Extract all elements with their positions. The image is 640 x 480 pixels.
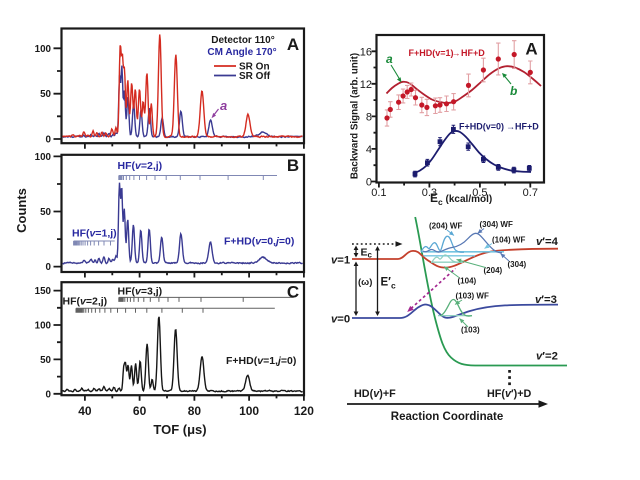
svg-text:50: 50 xyxy=(40,207,51,218)
svg-text:(204) WF: (204) WF xyxy=(429,222,462,231)
svg-text:Detector 110°: Detector 110° xyxy=(211,35,274,46)
svg-text:HF+D: HF+D xyxy=(461,48,485,58)
svg-text:50: 50 xyxy=(40,89,51,100)
svg-text:SR On: SR On xyxy=(239,62,270,73)
svg-text:100: 100 xyxy=(239,404,259,418)
svg-text:0: 0 xyxy=(46,135,52,146)
svg-text:0.1: 0.1 xyxy=(371,187,386,199)
svg-text:50: 50 xyxy=(40,355,51,366)
svg-text:100: 100 xyxy=(35,44,52,55)
svg-text:a: a xyxy=(220,98,227,113)
svg-text:16: 16 xyxy=(360,46,372,58)
svg-text:F+HD(v=0): F+HD(v=0) xyxy=(459,122,504,132)
svg-text:TOF (μs): TOF (μs) xyxy=(153,422,206,437)
svg-text:HF(v=2,j): HF(v=2,j) xyxy=(118,160,163,172)
svg-text:0: 0 xyxy=(46,389,52,400)
svg-text:b: b xyxy=(510,84,517,98)
svg-text:0: 0 xyxy=(46,262,52,273)
svg-text:→: → xyxy=(506,122,515,132)
svg-text:120: 120 xyxy=(294,404,314,418)
svg-text:v′=3: v′=3 xyxy=(535,294,557,306)
svg-text:0.5: 0.5 xyxy=(472,187,487,199)
svg-text:HF(v=1,j): HF(v=1,j) xyxy=(72,228,117,240)
svg-text:100: 100 xyxy=(35,321,52,332)
svg-text:100: 100 xyxy=(35,152,52,163)
svg-text:0: 0 xyxy=(366,177,372,189)
svg-text:SR Off: SR Off xyxy=(239,71,271,82)
svg-text:v′=4: v′=4 xyxy=(536,236,559,248)
svg-text:HF(v=2,j): HF(v=2,j) xyxy=(63,296,108,308)
svg-text:F+HD(v=1,j=0): F+HD(v=1,j=0) xyxy=(226,355,296,367)
svg-text:(304) WF: (304) WF xyxy=(480,220,513,229)
svg-text:12: 12 xyxy=(360,79,372,91)
svg-text:v′=2: v′=2 xyxy=(536,351,558,363)
svg-text:A: A xyxy=(525,40,537,59)
svg-text:4: 4 xyxy=(366,144,372,156)
svg-text:(103) WF: (103) WF xyxy=(456,292,489,301)
svg-text:HF(v=3,j): HF(v=3,j) xyxy=(118,286,163,298)
svg-text:(104): (104) xyxy=(458,277,477,286)
svg-text:(304): (304) xyxy=(508,260,527,269)
svg-text:0.7: 0.7 xyxy=(523,187,538,199)
svg-text:60: 60 xyxy=(133,404,147,418)
svg-text:v=0: v=0 xyxy=(331,314,350,326)
svg-text:8: 8 xyxy=(366,111,372,123)
svg-text:→: → xyxy=(452,48,461,58)
svg-text:Backward Signal (arb. unit): Backward Signal (arb. unit) xyxy=(350,53,361,179)
svg-text:(104) WF: (104) WF xyxy=(492,236,525,245)
svg-text:Counts: Counts xyxy=(14,188,29,233)
svg-text:E′c: E′c xyxy=(381,277,396,291)
svg-text:a: a xyxy=(386,52,393,66)
svg-text:150: 150 xyxy=(35,286,52,297)
svg-text:Ec (kcal/mol): Ec (kcal/mol) xyxy=(430,191,492,207)
svg-text:v=1: v=1 xyxy=(331,255,350,267)
svg-text:80: 80 xyxy=(188,404,202,418)
svg-text:0.3: 0.3 xyxy=(422,187,437,199)
svg-text:A: A xyxy=(287,35,299,54)
svg-text:(204): (204) xyxy=(484,266,503,275)
svg-text:HF+D: HF+D xyxy=(515,122,539,132)
svg-text:(103): (103) xyxy=(461,326,480,335)
svg-text:C: C xyxy=(287,283,299,302)
svg-text:B: B xyxy=(287,156,299,175)
svg-text:(ω): (ω) xyxy=(358,277,372,288)
svg-text:CM Angle 170°: CM Angle 170° xyxy=(207,47,276,58)
svg-text:HF(v′)+D: HF(v′)+D xyxy=(487,388,532,400)
svg-text:Ec: Ec xyxy=(361,247,373,260)
svg-text:HD(v)+F: HD(v)+F xyxy=(354,388,396,400)
svg-text:F+HD(v=0,j=0): F+HD(v=0,j=0) xyxy=(224,236,294,248)
svg-text:Reaction Coordinate: Reaction Coordinate xyxy=(391,411,503,423)
svg-text:F+HD(v=1): F+HD(v=1) xyxy=(409,48,454,58)
svg-text:40: 40 xyxy=(78,404,92,418)
